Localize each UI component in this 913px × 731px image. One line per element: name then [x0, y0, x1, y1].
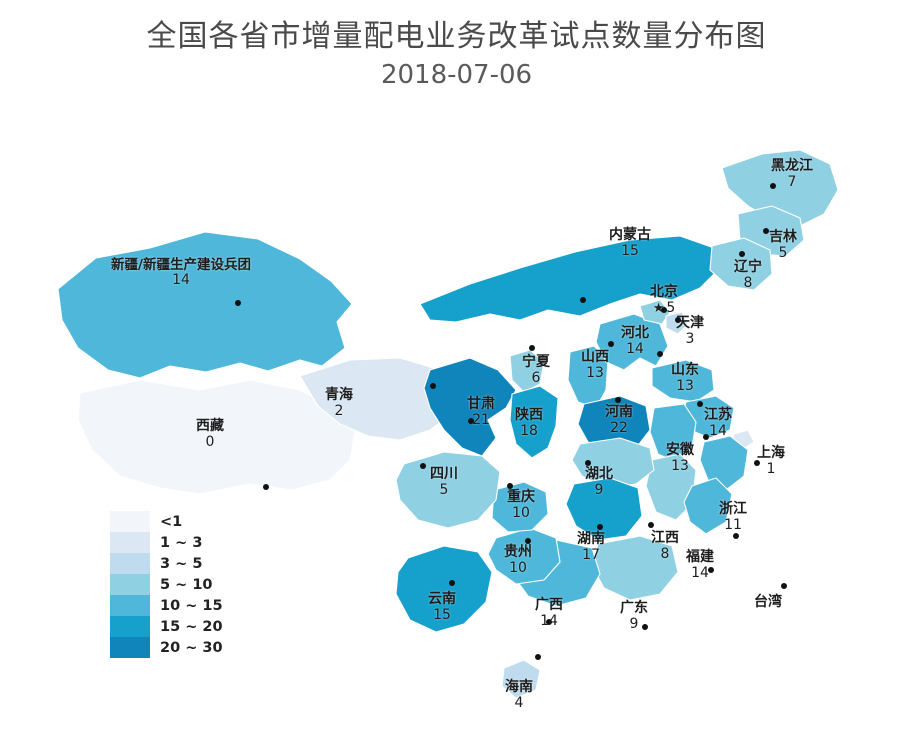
province-shape[interactable] — [651, 359, 715, 403]
province-shape[interactable] — [509, 385, 559, 459]
page-title: 全国各省市增量配电业务改革试点数量分布图 — [146, 19, 767, 54]
province-shape[interactable] — [423, 357, 517, 457]
province-shape[interactable] — [395, 545, 493, 633]
legend-item[interactable]: 10 ~ 15 — [110, 595, 223, 616]
province-shape[interactable] — [501, 659, 541, 699]
province-shape[interactable] — [509, 349, 545, 393]
legend-swatch — [110, 574, 150, 595]
legend-label: 20 ~ 30 — [160, 639, 223, 656]
province-shape[interactable] — [571, 437, 655, 489]
province-shape[interactable] — [721, 149, 839, 227]
legend-label: 5 ~ 10 — [160, 576, 213, 593]
legend-item[interactable]: <1 — [110, 511, 223, 532]
legend-swatch — [110, 532, 150, 553]
province-shape[interactable] — [419, 235, 719, 323]
province-shape[interactable] — [491, 481, 549, 533]
province-shape[interactable] — [645, 453, 697, 521]
province-shape[interactable] — [649, 403, 697, 463]
page-subtitle: 2018-07-06 — [380, 59, 533, 90]
province-shape[interactable] — [565, 477, 643, 541]
legend-item[interactable]: 15 ~ 20 — [110, 616, 223, 637]
province-shape[interactable] — [665, 311, 689, 335]
legend-swatch — [110, 553, 150, 574]
province-shape[interactable] — [57, 231, 353, 379]
legend-swatch — [110, 595, 150, 616]
legend-swatch — [110, 616, 150, 637]
legend-label: 1 ~ 3 — [160, 534, 203, 551]
province-shape[interactable] — [77, 379, 357, 495]
legend-label: <1 — [160, 513, 183, 530]
province-shape[interactable] — [487, 527, 561, 585]
legend-swatch — [110, 511, 150, 532]
legend-label: 10 ~ 15 — [160, 597, 223, 614]
province-shape[interactable] — [683, 477, 733, 535]
province-shape[interactable] — [769, 569, 799, 625]
legend: <1 1 ~ 3 3 ~ 5 5 ~ 10 10 ~ 15 15 ~ 20 20 ~ 30 — [110, 511, 223, 658]
china-choropleth-map — [57, 149, 839, 699]
legend-item[interactable]: 3 ~ 5 — [110, 553, 223, 574]
legend-swatch — [110, 637, 150, 658]
province-shape[interactable] — [591, 535, 679, 601]
legend-item[interactable]: 20 ~ 30 — [110, 637, 223, 658]
legend-label: 15 ~ 20 — [160, 618, 223, 635]
province-shape[interactable] — [395, 451, 501, 529]
legend-item[interactable]: 1 ~ 3 — [110, 532, 223, 553]
legend-item[interactable]: 5 ~ 10 — [110, 574, 223, 595]
province-shape[interactable] — [699, 435, 749, 491]
province-shape[interactable] — [709, 237, 773, 291]
title-block: 全国各省市增量配电业务改革试点数量分布图 2018-07-06 — [0, 18, 913, 90]
province-shape[interactable] — [567, 345, 609, 409]
legend-label: 3 ~ 5 — [160, 555, 203, 572]
